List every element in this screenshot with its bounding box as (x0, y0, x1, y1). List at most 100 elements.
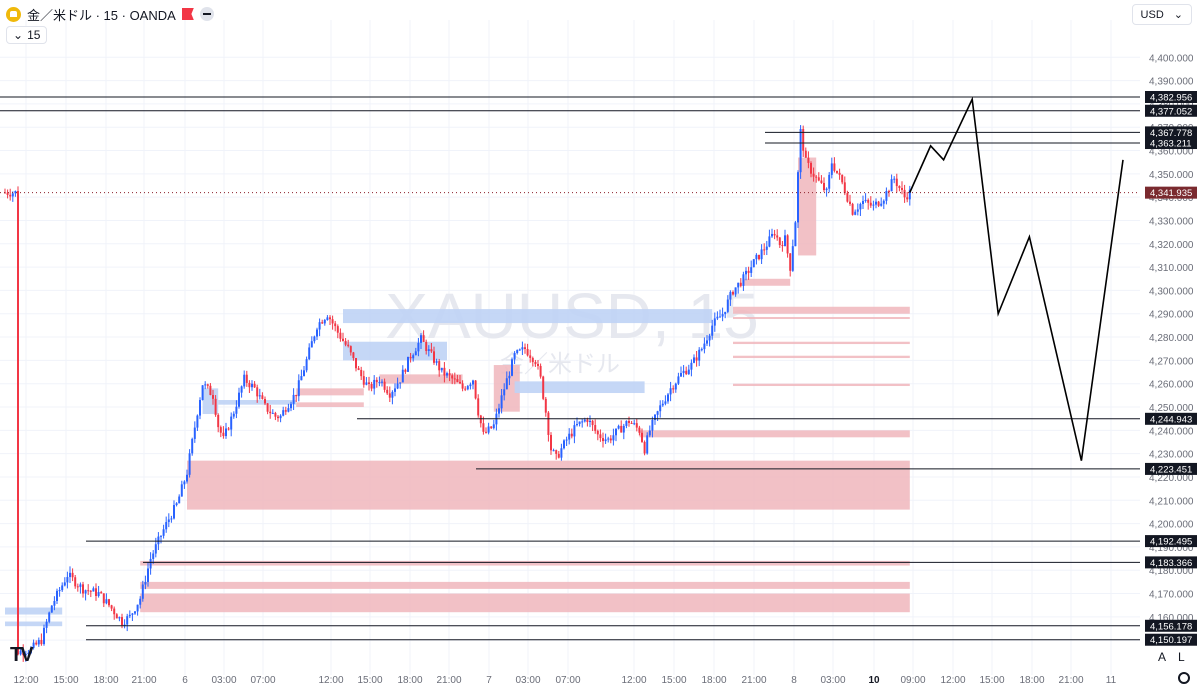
time-tick-label: 12:00 (621, 675, 646, 686)
currency-select[interactable]: USD ⌄ (1131, 4, 1192, 25)
candle-body (316, 329, 318, 337)
candle-body (321, 322, 324, 324)
candle-body (87, 590, 90, 592)
candle-body (908, 189, 911, 200)
current-price-label: 4,341.935 (1150, 188, 1192, 199)
candle-body (113, 608, 116, 615)
interval-button[interactable]: ⌄ 15 (6, 26, 48, 44)
candle-body (453, 378, 456, 380)
candle-body (368, 382, 370, 385)
candle-body (503, 389, 506, 396)
candle-body (115, 614, 118, 619)
candle-body (264, 398, 266, 404)
candle-body (35, 642, 38, 645)
candle-body (659, 405, 662, 412)
time-tick-label: 18:00 (93, 675, 118, 686)
price-tick-label: 4,360.000 (1149, 147, 1194, 158)
candle-body (776, 235, 779, 238)
candle-body (105, 599, 108, 604)
candle-body (409, 356, 412, 359)
flag-icon[interactable] (181, 8, 194, 20)
candle-body (690, 362, 693, 370)
grid (0, 20, 1140, 675)
time-axis: 12:00 15:00 18:00 21:00 6 03:00 07:00 12:00 15:0… (13, 675, 1116, 686)
candle-body (664, 401, 667, 404)
tradingview-logo[interactable]: TV (10, 644, 34, 666)
candle-body (430, 349, 433, 352)
candle-body (225, 428, 227, 437)
candle-body (308, 347, 311, 360)
time-tick-label: 07:00 (250, 675, 275, 686)
candle-body (459, 381, 461, 384)
candle-body (386, 389, 389, 394)
price-level-label: 4,363.211 (1150, 139, 1192, 150)
candle-body (191, 438, 194, 454)
candle-body (425, 341, 428, 352)
watermark: XAUUSD, 15 金／米ドル (385, 280, 758, 378)
candle-body (375, 379, 378, 383)
candle-body (854, 211, 857, 215)
supply-zone (743, 278, 791, 286)
candle-body (446, 373, 448, 376)
candle-body (248, 382, 251, 388)
supply-zone (379, 374, 463, 384)
candle-body (758, 254, 760, 260)
candle-body (222, 432, 225, 437)
price-level-tag (1145, 90, 1197, 103)
candle-body (209, 385, 212, 396)
price-tick-label: 4,260.000 (1149, 380, 1194, 391)
candle-body (581, 421, 584, 423)
candle-body (245, 374, 248, 383)
price-tick-label: 4,190.000 (1149, 543, 1194, 554)
candle-body (370, 384, 373, 389)
price-level-label: 4,377.052 (1150, 106, 1192, 117)
candle-body (284, 410, 287, 412)
candle-body (24, 653, 27, 656)
candle-body (305, 359, 308, 371)
candle-body (76, 586, 79, 588)
candle-body (648, 430, 651, 436)
candle-body (362, 376, 365, 385)
hide-icon[interactable] (199, 7, 214, 21)
candle-body (565, 439, 568, 441)
projection-path (909, 96, 1124, 461)
candle-body (768, 236, 771, 247)
candle-body (901, 187, 903, 190)
candle-body (604, 439, 607, 442)
candle-body (557, 453, 560, 458)
candle-body (550, 434, 552, 451)
candle-body (433, 351, 435, 363)
symbol-title[interactable]: 金／米ドル · 15 · OANDA (27, 7, 176, 23)
log-scale-button[interactable]: L (1178, 650, 1185, 664)
price-level-tag (1145, 126, 1197, 139)
candle-body (898, 186, 901, 188)
price-level-label: 4,156.178 (1150, 621, 1192, 632)
time-tick-label: 09:00 (900, 675, 925, 686)
auto-scale-button[interactable]: A (1158, 650, 1167, 664)
candle-body (167, 519, 170, 523)
candle-body (204, 384, 207, 386)
price-tick-label: 4,170.000 (1149, 590, 1194, 601)
candle-body (227, 428, 230, 430)
candle-body (79, 584, 82, 587)
candle-body (92, 588, 95, 592)
candle-body (825, 188, 828, 191)
candle-body (555, 450, 558, 454)
candle-body (719, 316, 721, 318)
interval-label: 15 (27, 28, 41, 42)
candle-body (817, 177, 820, 181)
candle-body (217, 414, 220, 428)
candle-body (641, 432, 643, 442)
candle-body (544, 398, 547, 413)
symbol-header: 金／米ドル · 15 · OANDA (6, 4, 214, 24)
candle-body (37, 639, 40, 645)
candle-body (739, 282, 742, 286)
candle-body (531, 357, 534, 363)
candle-body (810, 162, 812, 174)
candle-body (201, 385, 204, 401)
settings-icon[interactable] (1178, 672, 1190, 684)
candles (4, 125, 911, 662)
candle-body (360, 369, 363, 377)
candle-body (373, 379, 376, 389)
